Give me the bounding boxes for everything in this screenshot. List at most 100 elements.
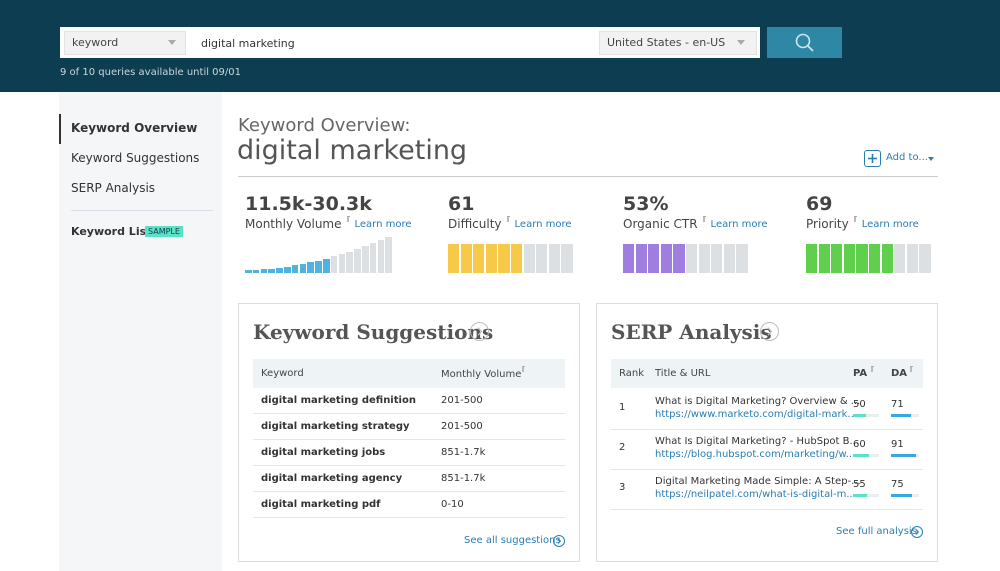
active-marker: [59, 114, 61, 144]
row-line: [253, 413, 565, 414]
arrow-icon[interactable]: [760, 322, 779, 341]
column-header: Monthly Volume: [441, 369, 522, 380]
locale-select[interactable]: United States - en-US: [599, 31, 757, 55]
nav-item[interactable]: Keyword Overview: [71, 121, 198, 135]
keyword-cell[interactable]: digital marketing pdf: [261, 499, 381, 510]
pa-cell: 55: [853, 479, 866, 490]
nav-item[interactable]: SERP Analysis: [71, 181, 156, 195]
metric-label: Monthly Volume: [245, 217, 342, 231]
pa-bar: [853, 414, 866, 417]
volume-cell: 201-500: [441, 421, 483, 432]
volume-bar: [291, 265, 299, 273]
meter-segment: [660, 244, 672, 273]
meter-segment: [673, 244, 685, 273]
meter-segment: [548, 244, 560, 273]
volume-bar: [385, 237, 392, 273]
meter-segment: [869, 244, 881, 273]
caret: [168, 40, 176, 45]
volume-bar: [315, 261, 322, 273]
result-url[interactable]: https://blog.hubspot.com/marketing/w...: [655, 449, 856, 460]
arrow-icon[interactable]: [553, 535, 565, 547]
arrow-icon[interactable]: [911, 526, 923, 538]
quota: 9 of 10 queries available until 09/01: [60, 67, 241, 78]
search-button[interactable]: [767, 27, 842, 58]
learn-more[interactable]: Learn more: [710, 219, 768, 230]
caret: [928, 157, 934, 161]
meter-segment: [881, 244, 893, 273]
volume-bar: [377, 240, 385, 273]
volume-bar: [260, 269, 268, 273]
info-icon: [506, 216, 509, 222]
badge: SAMPLE: [145, 226, 183, 237]
result-title[interactable]: What is Digital Marketing? Overview & ..…: [655, 396, 861, 407]
info-icon: [702, 216, 705, 222]
keyword-cell[interactable]: digital marketing definition: [261, 395, 416, 406]
column-header: PA: [853, 368, 868, 379]
volume-cell: 851-1.7k: [441, 447, 486, 458]
volume-cell: 851-1.7k: [441, 473, 486, 484]
card-title: Keyword Suggestions: [253, 320, 494, 344]
info-icon: [522, 366, 524, 372]
da-cell: 71: [891, 399, 904, 410]
meter-segment: [831, 244, 843, 273]
result-url[interactable]: https://neilpatel.com/what-is-digital-m.…: [655, 489, 856, 500]
sidebar: [59, 92, 222, 571]
result-title[interactable]: Digital Marketing Made Simple: A Step-..…: [655, 476, 861, 487]
meter-segment: [523, 244, 535, 273]
volume-bar: [276, 268, 283, 273]
mode-select[interactable]: keyword: [64, 31, 186, 55]
search-icon: [795, 33, 814, 52]
meter-segment: [736, 244, 748, 273]
learn-more[interactable]: Learn more: [514, 219, 572, 230]
rank-cell: 3: [619, 482, 626, 493]
metric-label: Priority: [806, 217, 849, 231]
metric-value: 53%: [623, 193, 669, 215]
column-header: DA: [891, 368, 908, 379]
nav-item[interactable]: Keyword Suggestions: [71, 151, 200, 165]
rank-cell: 2: [619, 442, 626, 453]
volume-bar: [245, 270, 252, 273]
volume-bar: [252, 270, 260, 273]
volume-bar: [362, 246, 369, 273]
meter-segment: [498, 244, 510, 273]
learn-more[interactable]: Learn more: [354, 219, 412, 230]
result-title[interactable]: What Is Digital Marketing? - HubSpot B..…: [655, 436, 860, 447]
row-line: [611, 509, 923, 510]
row-line: [253, 439, 565, 440]
add-icon[interactable]: [864, 150, 881, 167]
learn-more[interactable]: Learn more: [861, 219, 919, 230]
volume-cell: 201-500: [441, 395, 483, 406]
add-to[interactable]: Add to...: [886, 152, 928, 163]
see-full[interactable]: See full analysis: [836, 526, 917, 537]
meter-segment: [698, 244, 710, 273]
volume-bar: [330, 256, 338, 273]
metric-value: 69: [806, 193, 833, 215]
volume-bar: [323, 259, 330, 273]
metric-label: Difficulty: [448, 217, 502, 231]
meter-segment: [485, 244, 497, 273]
result-url[interactable]: https://www.marketo.com/digital-mark...: [655, 409, 857, 420]
metric-label: Organic CTR: [623, 217, 698, 231]
caret: [737, 40, 745, 45]
da-bar: [891, 454, 917, 457]
meter-segment: [818, 244, 830, 273]
info-icon: [346, 216, 349, 222]
see-all[interactable]: See all suggestions: [464, 535, 561, 546]
rank-cell: 1: [619, 402, 626, 413]
arrow-icon[interactable]: [470, 322, 489, 341]
volume-bar: [268, 269, 275, 273]
meter-segment: [536, 244, 548, 273]
lists-link[interactable]: Keyword Lists: [71, 225, 158, 238]
meter-segment: [843, 244, 855, 273]
divider: [238, 176, 938, 177]
column-header: Title & URL: [655, 368, 711, 379]
meter-segment: [561, 244, 573, 273]
query[interactable]: digital marketing: [201, 37, 295, 50]
keyword-cell[interactable]: digital marketing agency: [261, 473, 403, 484]
meter-segment: [894, 244, 906, 273]
meter-segment: [473, 244, 485, 273]
keyword-cell[interactable]: digital marketing strategy: [261, 421, 410, 432]
volume-cell: 0-10: [441, 499, 464, 510]
keyword-cell[interactable]: digital marketing jobs: [261, 447, 386, 458]
meter-segment: [723, 244, 735, 273]
